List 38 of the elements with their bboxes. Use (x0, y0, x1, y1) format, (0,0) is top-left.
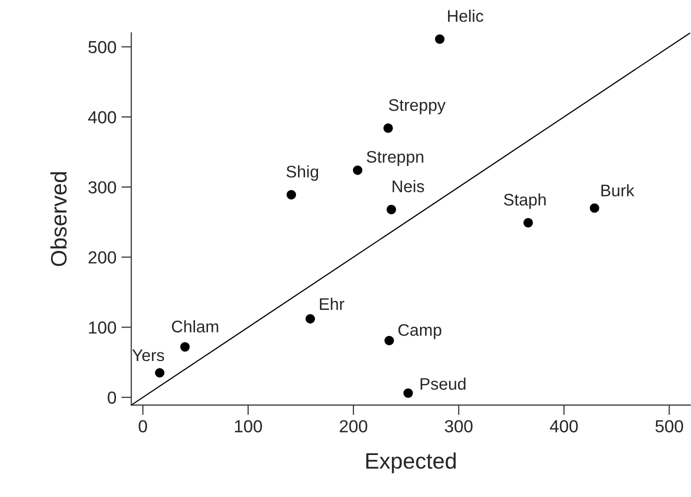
point (383, 123, 393, 133)
point (435, 34, 444, 44)
x-axis-title: Expected (366, 452, 456, 474)
point (286, 190, 296, 200)
y-axis-title: Observed (50, 172, 67, 266)
annotation: Shig (286, 165, 318, 181)
annotation: Staph (504, 193, 546, 209)
point (403, 388, 413, 398)
point (180, 342, 190, 352)
annotation: Streppy (388, 99, 446, 114)
annotation: Ehr (320, 298, 344, 310)
point (523, 218, 533, 228)
y-tick-label: 300 (88, 181, 116, 194)
annotation: Pseud (420, 378, 466, 390)
annotation: Chlam (172, 320, 218, 332)
x-tick-label: 500 (655, 420, 684, 432)
annotation: Burk (601, 184, 634, 196)
x-tick-label: 100 (234, 420, 262, 432)
annotation: Yers (132, 350, 164, 362)
point (386, 204, 396, 214)
y-tick-label: 100 (89, 321, 116, 334)
x-tick-label: 0 (138, 420, 148, 432)
x-tick-label: 300 (444, 420, 473, 432)
y-tick-label: 400 (88, 111, 116, 124)
point (590, 203, 600, 213)
annotation: Neis (392, 180, 424, 192)
point (352, 165, 362, 175)
point (154, 368, 164, 378)
y-tick-label: 500 (88, 40, 116, 54)
annotation: Camp (398, 324, 442, 340)
annotation: Streppn (366, 150, 424, 166)
point (384, 336, 394, 346)
y-tick-label: 0 (108, 392, 116, 404)
x-tick-label: 200 (340, 420, 368, 432)
x-tick-label: 400 (550, 420, 578, 432)
y-tick-label: 200 (88, 251, 116, 264)
annotation: Helic (448, 10, 484, 22)
point (306, 314, 316, 324)
